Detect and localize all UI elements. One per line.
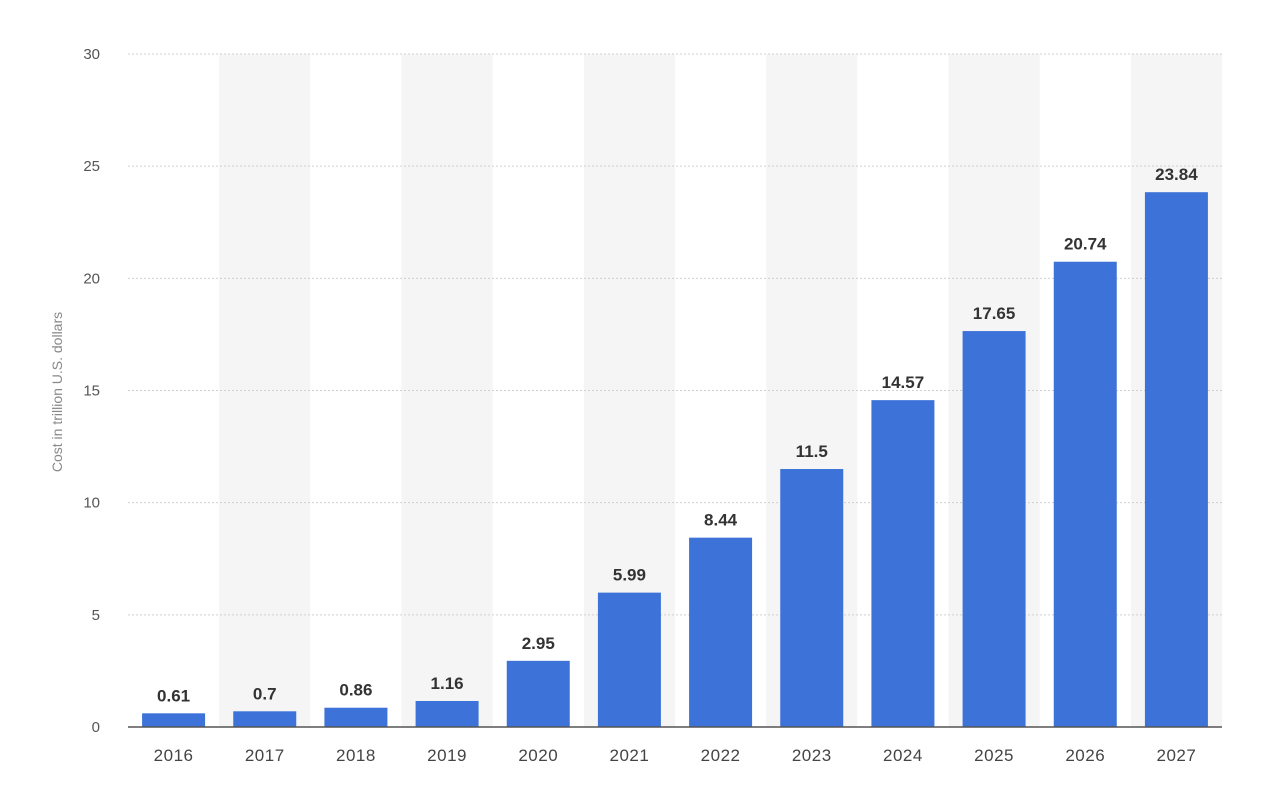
- data-label: 0.86: [339, 681, 372, 700]
- y-tick-label: 5: [92, 607, 100, 624]
- bar-2021[interactable]: [597, 592, 661, 727]
- y-tick-label: 15: [83, 383, 100, 400]
- x-tick-label: 2022: [701, 746, 741, 765]
- bar-2019[interactable]: [415, 700, 479, 727]
- x-tick-label: 2027: [1157, 746, 1197, 765]
- data-label: 1.16: [431, 674, 464, 693]
- data-labels: 0.61 0.7 0.86 1.16 2.95 5.99 8.44 11.5 14.57 17.6…: [157, 165, 1198, 705]
- x-tick-label: 2025: [974, 746, 1014, 765]
- x-axis-labels: 2016 2017 2018 2019 2020 2021 2022 2023 2024 2025…: [154, 746, 1197, 765]
- y-axis-ticks: 0 5 10 15 20 25 30: [83, 46, 100, 736]
- x-tick-label: 2018: [336, 746, 376, 765]
- bar-2026[interactable]: [1053, 261, 1117, 727]
- data-label: 11.5: [796, 442, 828, 461]
- y-axis-title: Cost in trillion U.S. dollars: [49, 312, 65, 472]
- bar-2016[interactable]: [142, 713, 206, 727]
- data-label: 23.84: [1155, 165, 1198, 184]
- x-tick-label: 2016: [154, 746, 194, 765]
- x-tick-label: 2019: [427, 746, 467, 765]
- x-tick-label: 2023: [792, 746, 832, 765]
- data-label: 8.44: [704, 511, 738, 530]
- background-band: [401, 54, 493, 727]
- y-tick-label: 30: [83, 46, 100, 63]
- x-tick-label: 2017: [245, 746, 285, 765]
- data-label: 20.74: [1064, 235, 1107, 254]
- data-label: 2.95: [522, 634, 555, 653]
- data-label: 0.7: [253, 684, 277, 703]
- data-label: 0.61: [157, 686, 190, 705]
- y-tick-label: 25: [83, 158, 100, 175]
- y-tick-label: 20: [83, 270, 100, 287]
- bar-2023[interactable]: [780, 469, 844, 727]
- data-label: 14.57: [882, 373, 925, 392]
- data-label: 5.99: [613, 566, 646, 585]
- data-label: 17.65: [973, 304, 1016, 323]
- x-tick-label: 2024: [883, 746, 923, 765]
- bar-2018[interactable]: [324, 707, 388, 727]
- bar-2025[interactable]: [962, 331, 1026, 727]
- x-tick-label: 2021: [610, 746, 650, 765]
- x-tick-label: 2026: [1065, 746, 1105, 765]
- bars: [142, 192, 1208, 727]
- bar-2017[interactable]: [233, 711, 297, 727]
- y-tick-label: 0: [92, 719, 100, 736]
- bar-2022[interactable]: [689, 537, 753, 727]
- bar-2027[interactable]: [1144, 192, 1208, 727]
- bar-2024[interactable]: [871, 400, 935, 727]
- bar-2020[interactable]: [506, 660, 570, 727]
- y-tick-label: 10: [83, 495, 100, 512]
- x-tick-label: 2020: [518, 746, 558, 765]
